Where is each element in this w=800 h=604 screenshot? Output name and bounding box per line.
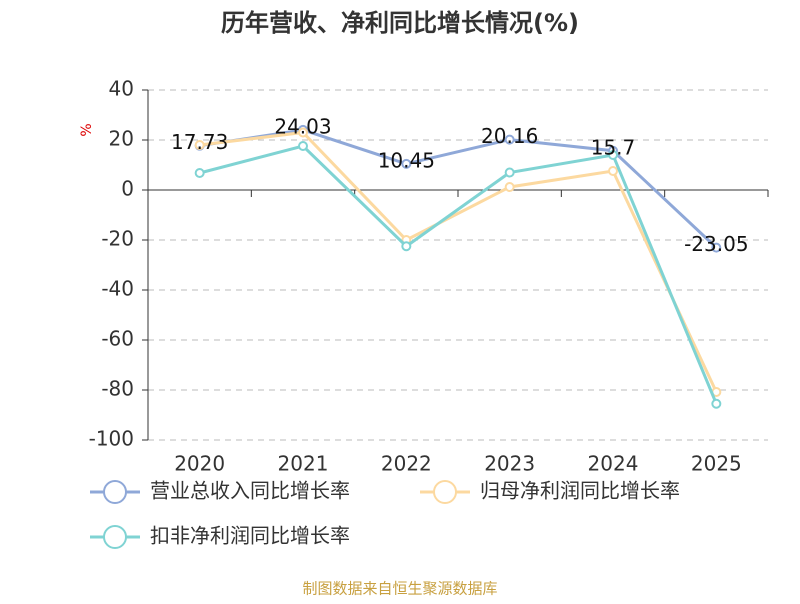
x-tick-label: 2021 bbox=[278, 452, 329, 476]
series-line bbox=[199, 144, 718, 405]
y-tick-label: -20 bbox=[101, 227, 134, 251]
data-point bbox=[711, 242, 722, 253]
data-label: 15.7 bbox=[591, 135, 636, 159]
series-line bbox=[199, 130, 718, 393]
data-label: 24.03 bbox=[274, 114, 331, 138]
y-tick-label: 0 bbox=[121, 177, 134, 201]
source-note: 制图数据来自恒生聚源数据库 bbox=[302, 580, 497, 598]
legend-marker bbox=[103, 480, 127, 504]
data-point bbox=[401, 241, 412, 252]
legend-marker bbox=[103, 525, 127, 549]
legend-label: 扣非净利润同比增长率 bbox=[150, 524, 350, 548]
data-label: 17.73 bbox=[171, 130, 228, 154]
data-point bbox=[298, 127, 308, 138]
y-axis-label: % bbox=[79, 123, 95, 136]
series-line bbox=[199, 128, 718, 249]
legend-label: 营业总收入同比增长率 bbox=[150, 479, 350, 503]
y-tick-label: -80 bbox=[101, 377, 134, 401]
y-tick-label: -40 bbox=[101, 277, 134, 301]
x-tick-label: 2023 bbox=[484, 452, 535, 476]
y-tick-label: 20 bbox=[109, 127, 134, 151]
data-point bbox=[504, 167, 515, 178]
data-point bbox=[194, 140, 205, 150]
legend-label: 归母净利润同比增长率 bbox=[480, 479, 680, 503]
x-tick-label: 2024 bbox=[588, 452, 639, 476]
data-label: 20.16 bbox=[481, 124, 538, 148]
chart-title: 历年营收、净利同比增长情况(%) bbox=[221, 9, 579, 37]
data-point bbox=[711, 398, 722, 409]
data-label: -23.05 bbox=[684, 232, 748, 256]
data-point bbox=[194, 168, 205, 178]
data-point bbox=[608, 150, 618, 160]
data-point bbox=[504, 182, 515, 192]
data-point bbox=[504, 134, 515, 145]
x-tick-label: 2022 bbox=[381, 452, 432, 476]
legend-marker bbox=[433, 480, 457, 504]
data-label: 10.45 bbox=[378, 148, 435, 172]
y-tick-label: 40 bbox=[109, 77, 134, 101]
y-tick-label: -100 bbox=[89, 427, 134, 451]
data-point bbox=[401, 158, 412, 169]
x-tick-label: 2025 bbox=[691, 452, 742, 476]
data-point bbox=[298, 141, 308, 151]
x-tick-label: 2020 bbox=[174, 452, 225, 476]
data-point bbox=[608, 166, 618, 176]
y-tick-label: -60 bbox=[101, 327, 134, 351]
